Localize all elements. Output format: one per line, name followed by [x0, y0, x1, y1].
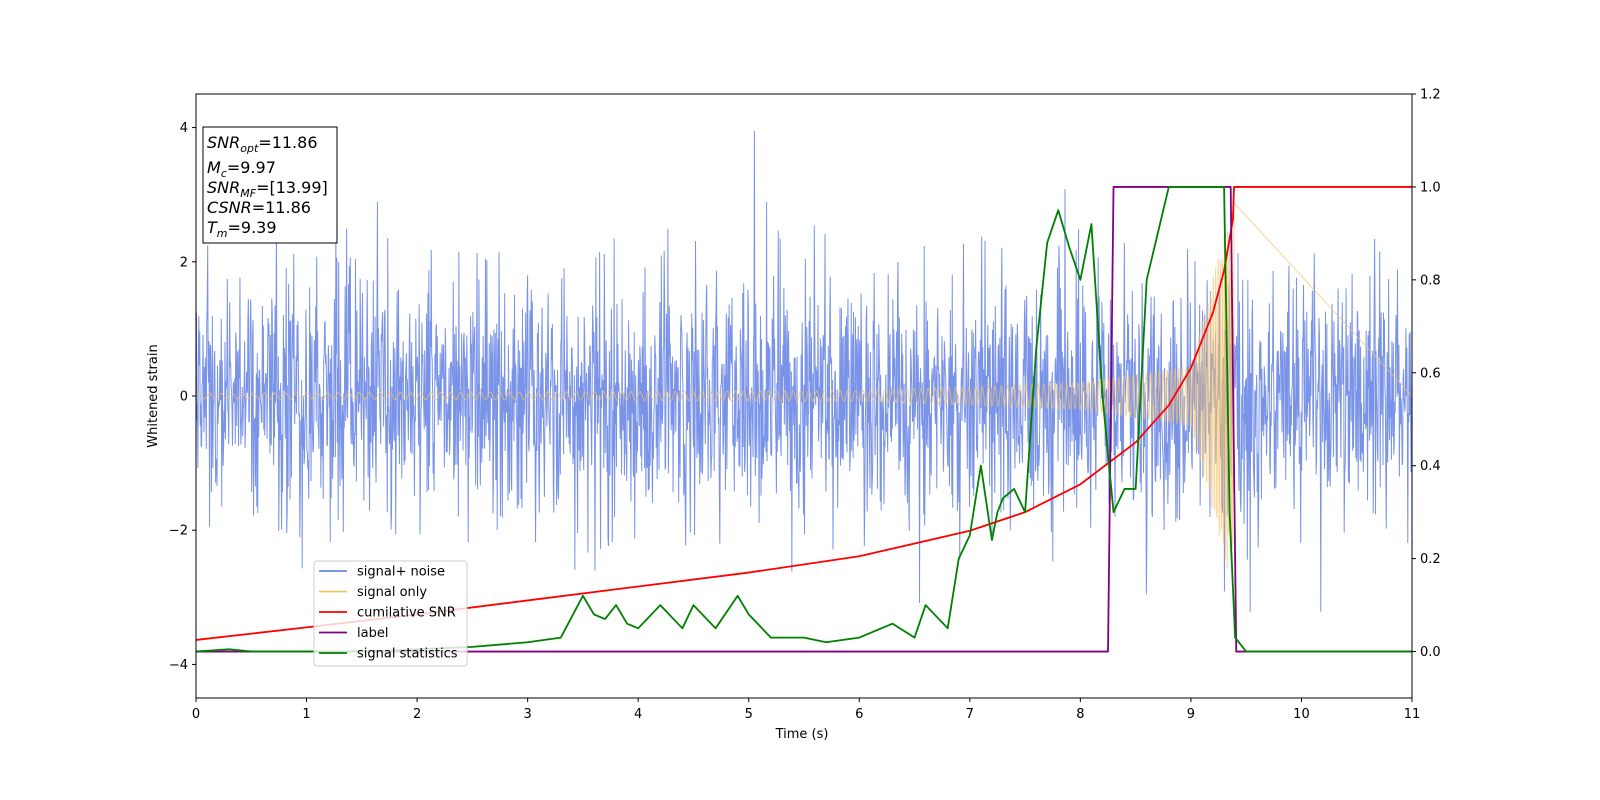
y-tick-label: 0	[180, 390, 188, 405]
stats-annotation-box: SNRopt=11.86 Mc=9.97SNRMF=[13.99]CSNR=11.…	[202, 126, 338, 244]
legend-label: cumilative SNR	[357, 606, 456, 621]
x-tick-label: 0	[192, 707, 200, 722]
legend-label: signal statistics	[357, 647, 458, 662]
y-tick-label: −2	[169, 524, 188, 539]
x-tick-label: 9	[1187, 707, 1195, 722]
legend-label: signal only	[357, 585, 427, 600]
x-tick-label: 5	[745, 707, 753, 722]
legend-label: signal+ noise	[357, 565, 445, 580]
x-tick-label: 11	[1404, 707, 1421, 722]
annotation-line: Tm=9.39	[207, 218, 277, 240]
x-tick-label: 7	[966, 707, 974, 722]
y2-tick-label: 0.8	[1420, 273, 1441, 288]
x-tick-label: 8	[1076, 707, 1084, 722]
x-axis-label: Time (s)	[775, 727, 829, 742]
y2-tick-label: 0.6	[1420, 366, 1441, 381]
y2-tick-label: 0.4	[1420, 459, 1441, 474]
x-tick-label: 2	[413, 707, 421, 722]
y2-tick-label: 0.2	[1420, 552, 1441, 567]
x-tick-label: 10	[1293, 707, 1310, 722]
y-tick-label: −4	[169, 658, 188, 673]
y-tick-label: 4	[180, 121, 188, 136]
annotation-frame	[202, 126, 338, 244]
y2-tick-label: 1.0	[1420, 180, 1441, 195]
series-signal-only	[196, 201, 1412, 569]
plot-area	[196, 130, 1412, 653]
legend-frame	[313, 560, 468, 667]
x-tick-label: 4	[634, 707, 642, 722]
annotation-line: Mc=9.97	[207, 158, 276, 180]
y2-tick-label: 0.0	[1420, 645, 1441, 660]
x-tick-label: 6	[855, 707, 863, 722]
annotation-line: SNRMF=[13.99]	[207, 178, 328, 200]
y2-tick-label: 1.2	[1420, 88, 1441, 103]
legend-label: label	[357, 626, 388, 641]
legend: signal+ noise signal only cumilative SNR la…	[313, 560, 468, 667]
annotation-line: SNRopt=11.86	[207, 133, 318, 155]
axes: 0 1 2 3 4 5 6 7 8 9 10 11 −4 −2 0 2 4 0.0 0.2 0.4 0.6 0.8 1.0 1…	[169, 88, 1441, 723]
x-tick-label: 3	[523, 707, 531, 722]
annotation-line: CSNR=11.86	[207, 198, 311, 217]
series-signal-statistics	[196, 186, 1412, 653]
y-tick-label: 2	[180, 255, 188, 270]
x-tick-label: 1	[302, 707, 310, 722]
series-signal-noise	[196, 130, 1412, 612]
y-axis-label: Whitened strain	[146, 344, 161, 447]
